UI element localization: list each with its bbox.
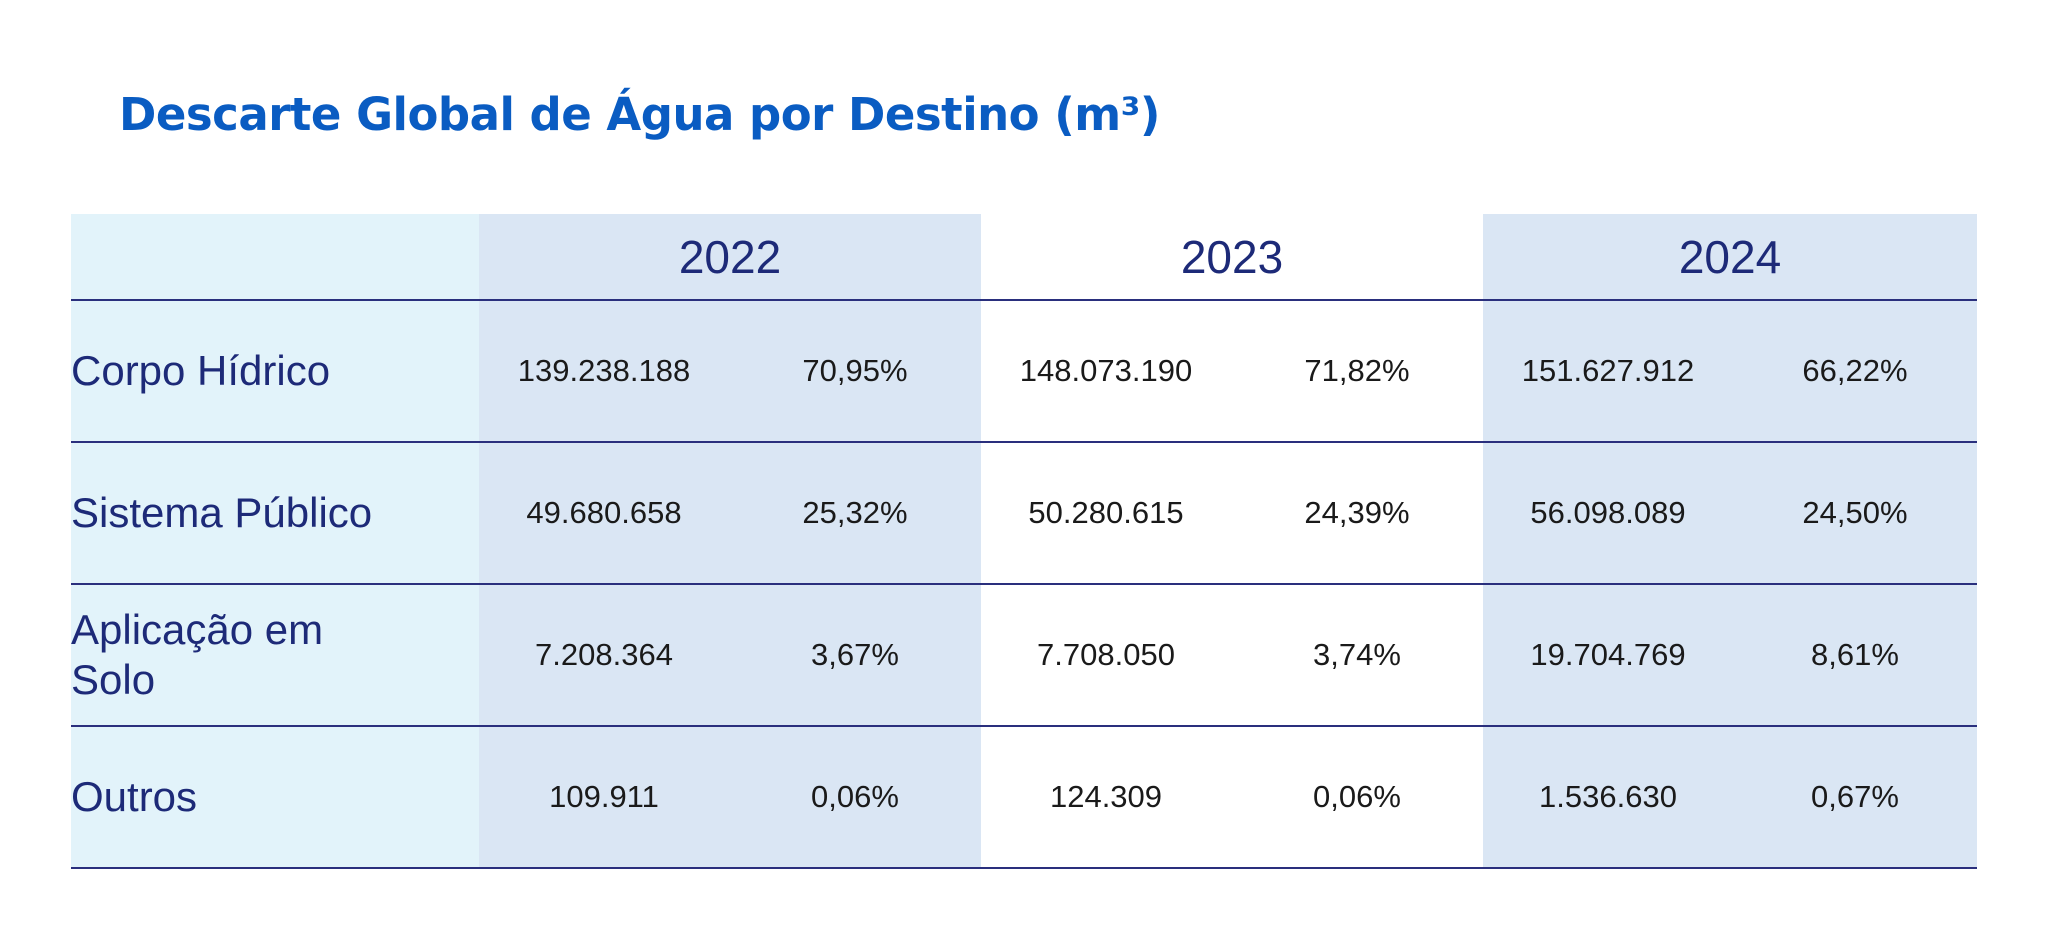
year-header: 2023 (981, 214, 1483, 301)
volume-cell: 148.073.190 (981, 300, 1231, 443)
volume-cell: 151.627.912 (1483, 300, 1733, 443)
percent-cell: 0,06% (1231, 726, 1483, 869)
percent-cell: 3,74% (1231, 584, 1483, 727)
volume-cell: 19.704.769 (1483, 584, 1733, 727)
percent-cell: 0,67% (1733, 726, 1977, 869)
percent-cell: 70,95% (729, 300, 981, 443)
percent-cell: 24,39% (1231, 442, 1483, 585)
table-row: Aplicação em Solo 7.208.364 3,67% 7.708.… (71, 584, 1977, 727)
volume-cell: 109.911 (479, 726, 729, 869)
row-label: Corpo Hídrico (71, 300, 479, 443)
percent-cell: 3,67% (729, 584, 981, 727)
volume-cell: 56.098.089 (1483, 442, 1733, 585)
row-label: Sistema Público (71, 442, 479, 585)
table-row: Corpo Hídrico 139.238.188 70,95% 148.073… (71, 300, 1977, 443)
percent-cell: 25,32% (729, 442, 981, 585)
volume-cell: 1.536.630 (1483, 726, 1733, 869)
table-header-row: 2022 2023 2024 (71, 214, 1977, 301)
year-header: 2024 (1483, 214, 1977, 301)
page-title: Descarte Global de Água por Destino (m³) (119, 88, 1160, 141)
header-corner (71, 214, 479, 301)
percent-cell: 24,50% (1733, 442, 1977, 585)
percent-cell: 71,82% (1231, 300, 1483, 443)
table-row: Sistema Público 49.680.658 25,32% 50.280… (71, 442, 1977, 585)
volume-cell: 7.708.050 (981, 584, 1231, 727)
year-header: 2022 (479, 214, 981, 301)
volume-cell: 139.238.188 (479, 300, 729, 443)
volume-cell: 50.280.615 (981, 442, 1231, 585)
volume-cell: 49.680.658 (479, 442, 729, 585)
table-row: Outros 109.911 0,06% 124.309 0,06% 1.536… (71, 726, 1977, 869)
percent-cell: 66,22% (1733, 300, 1977, 443)
percent-cell: 0,06% (729, 726, 981, 869)
row-label: Outros (71, 726, 479, 869)
volume-cell: 7.208.364 (479, 584, 729, 727)
volume-cell: 124.309 (981, 726, 1231, 869)
water-discharge-table: 2022 2023 2024 Corpo Hídrico 139.238.188… (71, 214, 1977, 869)
row-label: Aplicação em Solo (71, 584, 479, 727)
percent-cell: 8,61% (1733, 584, 1977, 727)
